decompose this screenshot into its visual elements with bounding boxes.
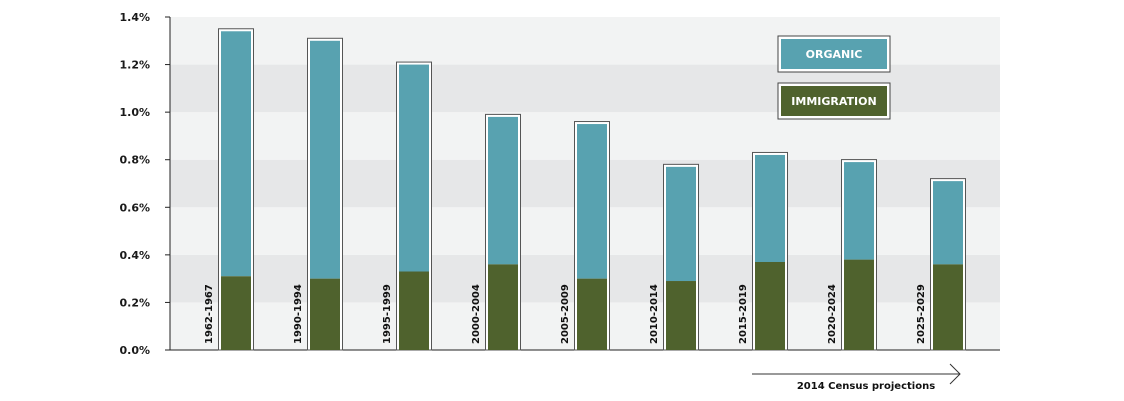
bar-immigration [399,271,429,350]
bars [218,28,966,351]
y-tick-label: 1.2% [119,59,150,72]
bar-organic [399,64,429,272]
projection-arrow-head [949,363,961,385]
bar-immigration [933,264,963,350]
bar-organic [577,124,607,279]
category-label: 2005-2009 [560,284,571,344]
bar-organic [488,116,518,265]
bar-immigration [844,259,874,350]
bar-immigration [488,264,518,350]
legend-immigration-label: IMMIGRATION [791,95,876,108]
projection-note: 2014 Census projections [797,381,935,392]
bar-organic [933,181,963,265]
category-label: 1990-1994 [293,284,304,344]
bar-organic [844,162,874,260]
legend-organic-swatch [781,39,887,69]
y-tick-label: 0.6% [119,201,150,214]
bar-organic [310,40,340,279]
bar-immigration [221,276,251,350]
y-tick-label: 0.2% [119,296,150,309]
category-label: 1962-1967 [204,284,215,344]
category-labels: 1962-1967 1990-1994 1995-1999 2000-2004 2005… [204,284,927,344]
bar-organic [666,166,696,282]
category-label: 2015-2019 [738,284,749,344]
y-tick-label: 0.4% [119,249,150,262]
bar-immigration [310,278,340,350]
legend-organic-label: ORGANIC [806,48,863,61]
legend: ORGANIC IMMIGRATION [777,35,891,120]
legend-immigration-swatch [781,86,887,116]
projection-annotation: 2014 Census projections [752,363,961,392]
bar-organic [221,31,251,277]
category-label: 2020-2024 [827,284,838,344]
category-label: 1995-1999 [382,284,393,344]
bar-organic [755,154,785,262]
y-tick-label: 0.8% [119,154,150,167]
y-tick-label: 1.4% [119,11,150,24]
y-tick-label: 0.0% [119,344,150,357]
bar-immigration [666,281,696,350]
bar-immigration [755,261,785,350]
category-label: 2010-2014 [649,284,660,344]
bar-immigration [577,278,607,350]
y-tick-label: 1.0% [119,106,150,119]
category-label: 2025-2029 [916,284,927,344]
category-label: 2000-2004 [471,284,482,344]
